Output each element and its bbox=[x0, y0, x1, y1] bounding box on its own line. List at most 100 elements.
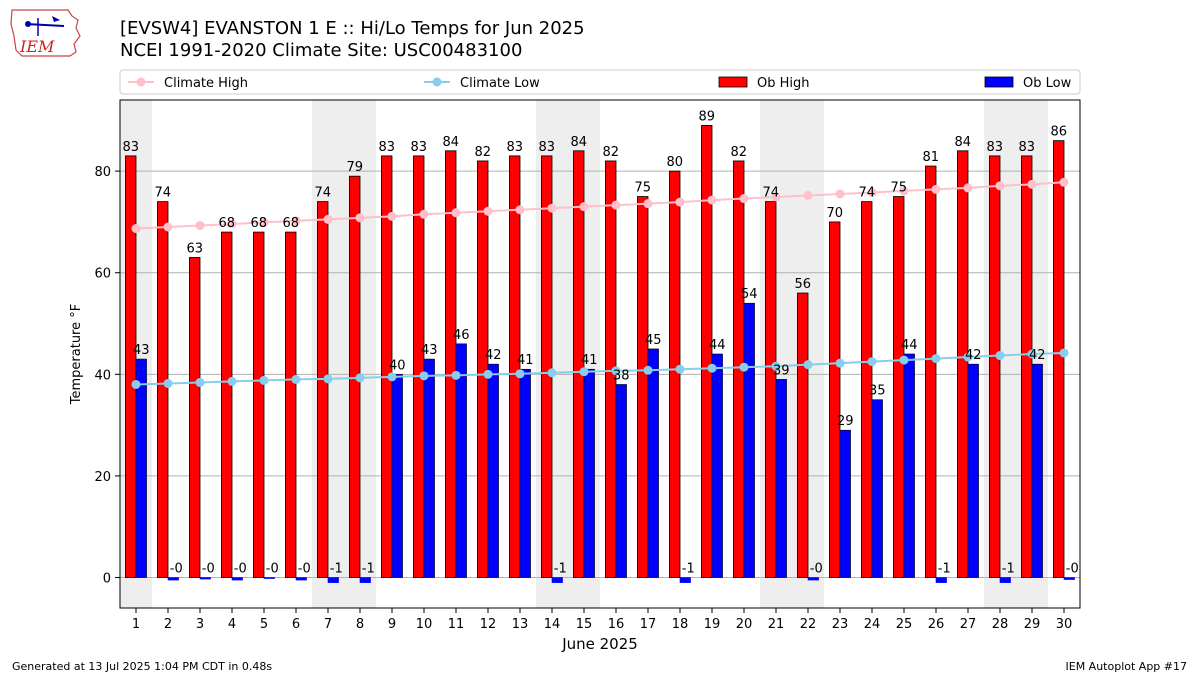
x-tick-label: 18 bbox=[672, 617, 689, 632]
climate-low-point bbox=[707, 363, 717, 373]
ob-low-bar bbox=[743, 302, 755, 578]
ob-high-label: 75 bbox=[634, 181, 651, 196]
ob-high-label: 89 bbox=[698, 109, 715, 124]
plot-frame bbox=[119, 99, 1081, 609]
climate-high-point bbox=[579, 202, 589, 212]
x-tick-label: 22 bbox=[800, 617, 817, 632]
climate-low-point bbox=[259, 375, 269, 385]
ob-high-label: 84 bbox=[570, 135, 587, 150]
ob-high-label: 82 bbox=[730, 145, 747, 160]
ob-high-label: 83 bbox=[538, 140, 555, 155]
ob-high-label: 81 bbox=[922, 150, 939, 165]
climate-low-point bbox=[1027, 349, 1037, 359]
x-tick-label: 10 bbox=[416, 617, 433, 632]
climate-high-point bbox=[419, 209, 429, 219]
ob-low-label: 44 bbox=[901, 338, 918, 353]
ob-high-bar bbox=[637, 196, 649, 578]
ob-high-bar bbox=[797, 292, 809, 578]
x-tick-label: 11 bbox=[448, 617, 465, 632]
ob-high-label: 68 bbox=[250, 216, 267, 231]
ob-high-label: 74 bbox=[762, 186, 779, 201]
ob-low-label: 42 bbox=[1029, 348, 1046, 363]
x-tick-label: 12 bbox=[480, 617, 497, 632]
ob-low-bar bbox=[455, 343, 467, 578]
ob-low-bar bbox=[999, 577, 1011, 583]
climate-high-point bbox=[163, 222, 173, 232]
climate-high-point bbox=[227, 219, 237, 229]
climate-low-point bbox=[835, 358, 845, 368]
x-tick-label: 14 bbox=[544, 617, 561, 632]
chart-subtitle: NCEI 1991-2020 Climate Site: USC00483100 bbox=[120, 40, 523, 61]
ob-low-bar bbox=[615, 384, 627, 578]
ob-high-label: 82 bbox=[474, 145, 491, 160]
ob-low-bar bbox=[423, 358, 435, 578]
ob-low-bar bbox=[167, 577, 179, 581]
ob-high-label: 63 bbox=[186, 241, 203, 256]
ob-low-label: 42 bbox=[965, 348, 982, 363]
ob-low-bar bbox=[711, 353, 723, 578]
ob-low-label: -0 bbox=[298, 562, 311, 577]
x-tick-label: 25 bbox=[896, 617, 913, 632]
x-tick-label: 5 bbox=[260, 617, 268, 632]
climate-low-point bbox=[419, 371, 429, 381]
climate-high-point bbox=[195, 220, 205, 230]
x-tick-label: 19 bbox=[704, 617, 721, 632]
ob-high-bar bbox=[893, 196, 905, 578]
ob-low-label: -0 bbox=[810, 562, 823, 577]
x-tick-label: 16 bbox=[608, 617, 625, 632]
ob-low-bar bbox=[199, 577, 211, 580]
y-tick-label: 0 bbox=[103, 572, 111, 587]
ob-high-label: 83 bbox=[1018, 140, 1035, 155]
climate-low-point bbox=[515, 369, 525, 379]
ob-high-bar bbox=[189, 257, 201, 578]
ob-low-label: 39 bbox=[773, 363, 790, 378]
x-tick-label: 24 bbox=[864, 617, 881, 632]
x-tick-label: 20 bbox=[736, 617, 753, 632]
ob-low-label: 43 bbox=[133, 343, 150, 358]
ob-low-label: -0 bbox=[266, 562, 279, 577]
ob-high-label: 83 bbox=[506, 140, 523, 155]
climate-low-point bbox=[163, 378, 173, 388]
ob-high-bar bbox=[957, 150, 969, 578]
legend-bar-swatch bbox=[984, 76, 1014, 88]
ob-high-label: 70 bbox=[826, 206, 843, 221]
x-tick-label: 9 bbox=[388, 617, 396, 632]
ob-high-label: 74 bbox=[858, 186, 875, 201]
climate-high-point bbox=[131, 224, 141, 234]
x-tick-label: 3 bbox=[196, 617, 204, 632]
ob-high-bar bbox=[477, 160, 489, 578]
ob-high-label: 83 bbox=[986, 140, 1003, 155]
y-axis-label: Temperature °F bbox=[69, 304, 84, 405]
ob-low-label: -1 bbox=[362, 562, 375, 577]
climate-high-point bbox=[931, 184, 941, 194]
ob-low-label: 35 bbox=[869, 384, 886, 399]
climate-high-point bbox=[1027, 179, 1037, 189]
ob-high-label: 83 bbox=[122, 140, 139, 155]
x-tick-label: 29 bbox=[1024, 617, 1041, 632]
ob-low-bar bbox=[967, 363, 979, 578]
climate-high-point bbox=[387, 211, 397, 221]
climate-low-point bbox=[387, 372, 397, 382]
ob-high-bar bbox=[925, 165, 937, 578]
x-tick-label: 13 bbox=[512, 617, 529, 632]
y-tick-label: 20 bbox=[94, 470, 111, 485]
climate-low-point bbox=[547, 368, 557, 378]
ob-high-bar bbox=[157, 201, 169, 578]
ob-high-bar bbox=[861, 201, 873, 578]
ob-high-bar bbox=[509, 155, 521, 578]
ob-low-label: -0 bbox=[1066, 562, 1079, 577]
climate-high-point bbox=[707, 195, 717, 205]
ob-high-label: 84 bbox=[954, 135, 971, 150]
ob-high-label: 83 bbox=[410, 140, 427, 155]
legend-label: Climate Low bbox=[460, 76, 540, 91]
climate-low-point bbox=[931, 354, 941, 364]
legend-marker-swatch bbox=[432, 77, 442, 87]
ob-low-label: 40 bbox=[389, 358, 406, 373]
x-tick-label: 26 bbox=[928, 617, 945, 632]
ob-low-bar bbox=[679, 577, 691, 583]
climate-low-point bbox=[643, 365, 653, 375]
climate-low-point bbox=[995, 351, 1005, 361]
ob-high-label: 86 bbox=[1050, 125, 1067, 140]
ob-high-label: 83 bbox=[378, 140, 395, 155]
